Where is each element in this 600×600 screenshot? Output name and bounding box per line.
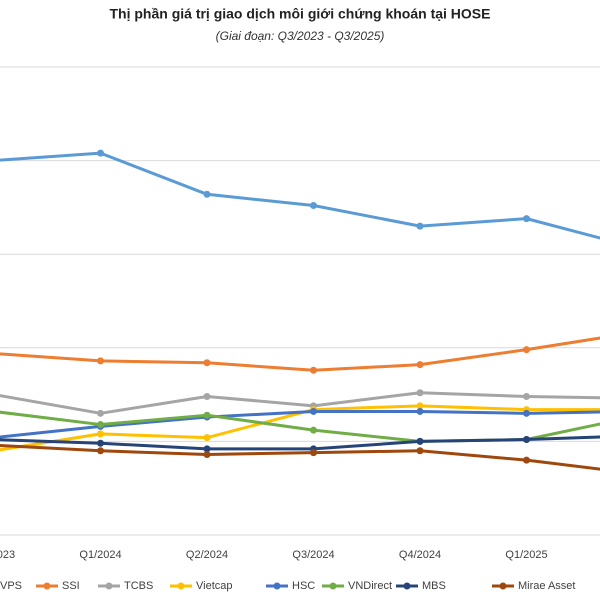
chart-title: Thị phần giá trị giao dịch môi giới chứn… [109,6,490,22]
legend-swatch [177,582,185,590]
legend-swatch [43,582,51,590]
point [416,402,424,410]
legend-label: HSC [292,580,315,592]
series-line [0,336,600,372]
legend-swatch [105,582,113,590]
point [523,215,530,223]
point [416,447,424,455]
point [203,190,211,198]
legend-label: TCBS [124,580,153,592]
point [203,392,211,400]
point [203,411,211,419]
x-tick-label: Q4/2023 [0,549,15,561]
legend-label: SSI [62,580,80,592]
x-tick-label: Q1/2024 [79,549,121,561]
point [416,222,424,230]
point [523,436,530,444]
point [97,149,104,157]
series-line [0,435,600,451]
point [310,407,317,415]
point [203,434,211,442]
x-tick-label: Q1/2025 [505,549,547,561]
legend-label: Mirae Asset [518,580,575,592]
x-tick-label: Q4/2024 [399,549,441,561]
x-tick-label: Q3/2024 [292,549,334,561]
point [97,439,104,447]
point [310,202,317,210]
point [523,346,530,354]
point [523,392,530,400]
legend-swatch [403,582,411,590]
point [523,409,530,417]
point [416,407,424,415]
point [97,409,104,417]
legend-swatch [273,582,281,590]
chart-subtitle: (Giai đoạn: Q3/2023 - Q3/2025) [216,29,385,43]
point [203,445,211,453]
point [97,421,104,429]
point [203,359,211,367]
legend-swatch [329,582,337,590]
point [310,426,317,434]
x-tick-label: Q2/2024 [186,549,228,561]
legend-label: Vietcap [196,580,233,592]
legend-label: VPS [0,580,22,592]
point [97,357,104,365]
series-line [0,151,600,240]
point [416,361,424,369]
legend-label: MBS [422,580,446,592]
point [523,456,530,464]
point [97,430,104,438]
legend-label: VNDirect [348,580,392,592]
point [416,437,424,445]
point [310,366,317,374]
legend-swatch [499,582,507,590]
point [203,451,211,459]
point [416,389,424,397]
point [97,447,104,455]
point [310,449,317,457]
